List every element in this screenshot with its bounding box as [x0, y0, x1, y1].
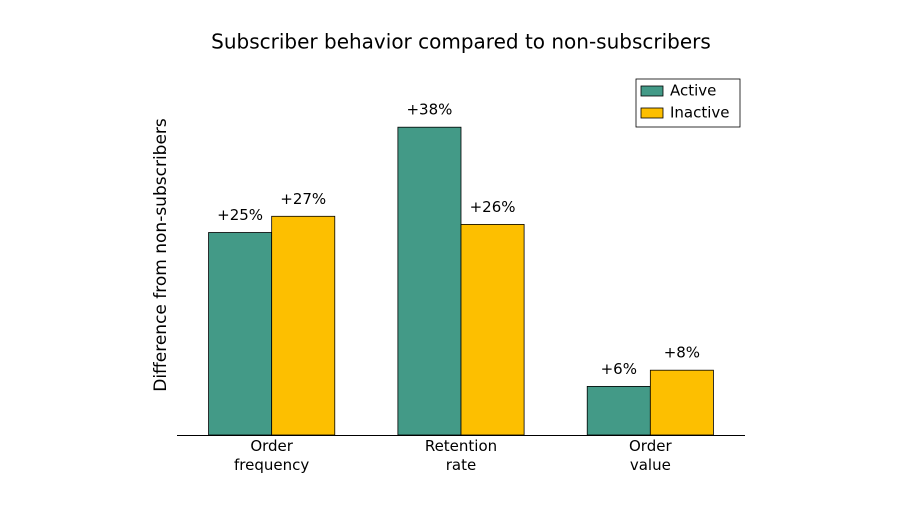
bar — [460, 223, 525, 436]
value-label: +25% — [217, 206, 263, 224]
x-tick-label: Retention rate — [424, 437, 498, 474]
value-label: +27% — [280, 190, 326, 208]
value-label: +38% — [406, 101, 452, 119]
bar — [586, 385, 651, 436]
bar — [649, 369, 714, 436]
x-tick-label: Order frequency — [234, 437, 310, 474]
value-label: +6% — [601, 360, 637, 378]
y-axis-label: Difference from non-subscribers — [151, 118, 171, 392]
x-tick-label: Order value — [629, 437, 672, 474]
legend-label: Active — [670, 82, 716, 100]
value-label: +26% — [470, 198, 516, 216]
chart-title: Subscriber behavior compared to non-subs… — [211, 30, 711, 54]
legend-swatch — [640, 85, 664, 97]
bar — [271, 215, 336, 436]
bar — [397, 126, 462, 436]
value-label: +8% — [664, 344, 700, 362]
legend-label: Inactive — [670, 104, 730, 122]
legend-swatch — [640, 107, 664, 119]
bar — [208, 232, 273, 436]
